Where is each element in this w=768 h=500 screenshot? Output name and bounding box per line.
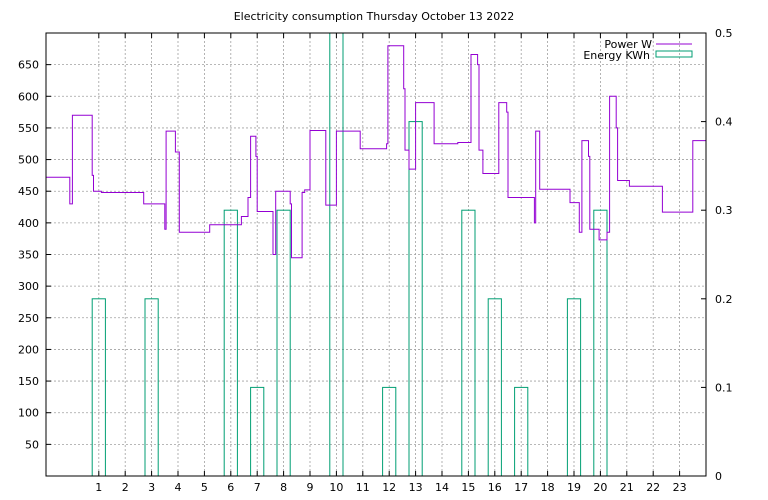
x-tick-label: 5	[201, 481, 208, 494]
power-series	[46, 45, 706, 259]
y2-tick-label: 0.4	[715, 116, 733, 129]
x-axis-tick-labels: 1 2 3 4 5 6 7 8 9 10 11 12 13 14 15 16 17 18 19 20 21 22 23	[95, 481, 686, 494]
x-tick-label: 4	[175, 481, 182, 494]
y-tick-label: 300	[18, 280, 39, 293]
legend-label-energy: Energy KWh	[583, 49, 650, 62]
x-tick-label: 10	[329, 481, 343, 494]
x-tick-label: 14	[435, 481, 449, 494]
y-tick-label: 150	[18, 375, 39, 388]
y-tick-label: 200	[18, 343, 39, 356]
x-tick-label: 11	[356, 481, 370, 494]
y2-tick-label: 0.2	[715, 293, 733, 306]
y2-tick-label: 0	[715, 470, 722, 483]
y-tick-label: 450	[18, 185, 39, 198]
y-tick-label: 600	[18, 90, 39, 103]
x-tick-label: 3	[148, 481, 155, 494]
x-tick-label: 6	[227, 481, 234, 494]
y-tick-label: 500	[18, 154, 39, 167]
energy-series	[91, 32, 608, 477]
grid	[46, 33, 706, 476]
power-line	[46, 45, 706, 259]
x-tick-label: 22	[646, 481, 660, 494]
x-tick-label: 16	[488, 481, 502, 494]
chart-title: Electricity consumption Thursday October…	[234, 10, 515, 23]
x-tick-label: 19	[567, 481, 581, 494]
y-axis-tick-labels: 50 100 150 200 250 300 350 400 450 500 550 600 650	[18, 59, 39, 452]
y-tick-label: 100	[18, 407, 39, 420]
x-tick-label: 1	[95, 481, 102, 494]
x-tick-label: 9	[307, 481, 314, 494]
y-tick-label: 650	[18, 59, 39, 72]
x-tick-label: 20	[593, 481, 607, 494]
axis-ticks	[46, 32, 706, 477]
legend-label-power: Power W	[604, 38, 652, 51]
x-tick-label: 7	[254, 481, 261, 494]
x-tick-label: 13	[409, 481, 423, 494]
legend: Power W Energy KWh	[583, 38, 693, 62]
y-tick-label: 400	[18, 217, 39, 230]
x-tick-label: 8	[280, 481, 287, 494]
y2-tick-label: 0.5	[715, 27, 733, 40]
y2-tick-label: 0.1	[715, 381, 733, 394]
x-tick-label: 15	[461, 481, 475, 494]
legend-swatch-energy	[655, 50, 693, 58]
x-tick-label: 17	[514, 481, 528, 494]
y-tick-label: 250	[18, 312, 39, 325]
x-tick-label: 21	[620, 481, 634, 494]
x-tick-label: 18	[541, 481, 555, 494]
y-tick-label: 550	[18, 122, 39, 135]
x-tick-label: 12	[382, 481, 396, 494]
y2-axis-tick-labels: 0 0.1 0.2 0.3 0.4 0.5	[715, 27, 733, 483]
y-tick-label: 350	[18, 249, 39, 262]
y2-tick-label: 0.3	[715, 204, 733, 217]
x-tick-label: 23	[673, 481, 687, 494]
y-tick-label: 50	[25, 438, 39, 451]
x-tick-label: 2	[122, 481, 129, 494]
